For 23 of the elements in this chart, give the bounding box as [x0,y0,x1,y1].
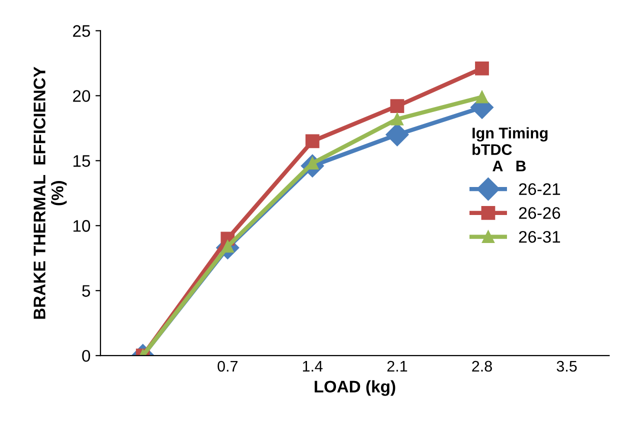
point [475,61,489,76]
point [305,134,320,148]
y-tick-label: 0 [82,350,90,362]
legend-label: 26-21 [519,183,560,196]
x-axis-title: LOAD (kg) [314,380,396,396]
legend-label: 26-26 [519,207,560,219]
legend-title: Ign Timing bTDC A B [472,127,548,172]
x-tick-label: 2.8 [472,360,492,372]
y-tick-label: 20 [73,90,90,102]
point [476,90,488,104]
y-tick-label: 25 [73,25,90,37]
x-tick-label: 1.4 [302,361,323,372]
x-tick-label: 0.7 [218,360,238,372]
y-tick-label: 10 [73,220,90,232]
x-tick-label: 2.1 [387,360,408,372]
point [390,99,404,114]
point [386,123,409,146]
legend-label: 26-31 [519,230,560,243]
y-tick-label: 15 [73,155,90,167]
y-tick-label: 5 [82,285,90,297]
x-tick-label: 3.5 [556,360,577,372]
point [390,112,404,126]
y-axis-title: BRAKE THERMAL EFFICIENCY (%) [34,66,67,319]
